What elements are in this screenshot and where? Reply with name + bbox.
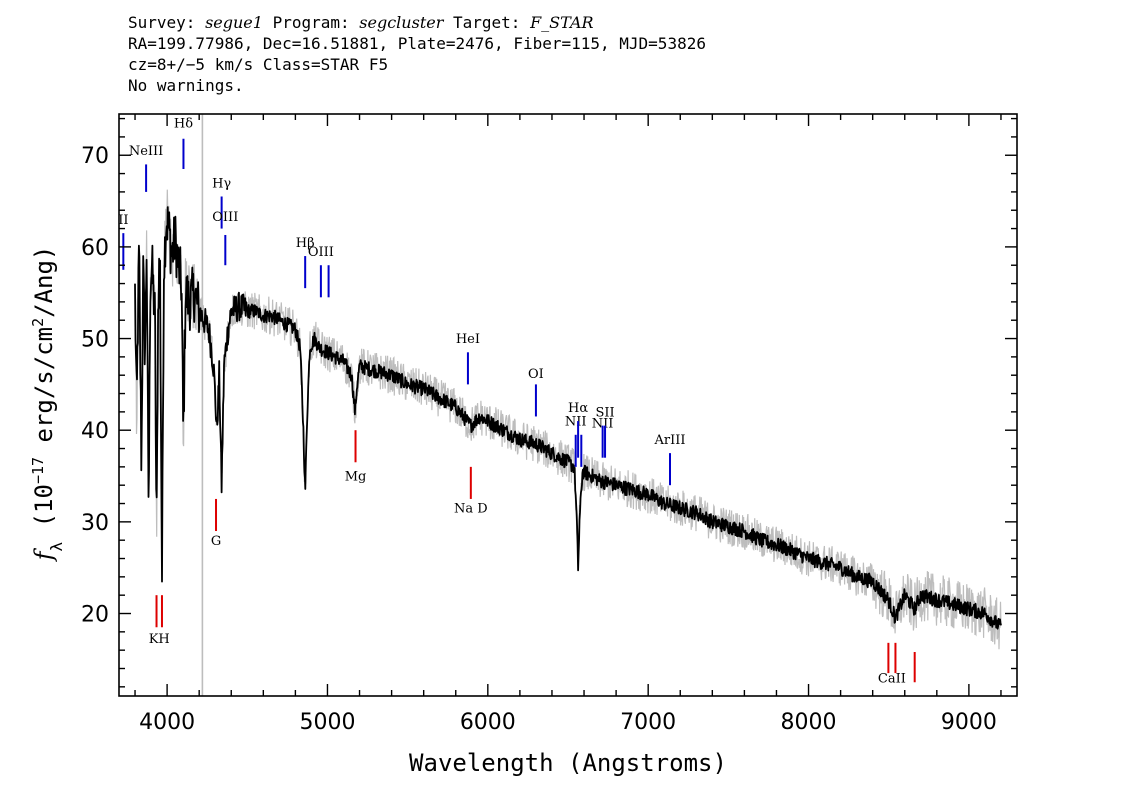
axes: 4000 5000 6000 7000 8000 9000 20 30 40 50 60 70 xyxy=(81,114,1017,735)
absorption-line-Na-D: Na D xyxy=(454,466,488,517)
emission-line-label: Hδ xyxy=(174,117,193,132)
y-tick-label: 20 xyxy=(81,603,109,628)
absorption-line-label: CaII xyxy=(878,671,906,686)
y-tick-label: 30 xyxy=(81,511,109,536)
program-value: segcluster xyxy=(359,13,444,32)
header-line-4: No warnings. xyxy=(128,76,244,95)
emission-line-ArIII: ArIII xyxy=(653,433,685,486)
y-tick-label: 50 xyxy=(81,328,109,353)
emission-line-label: Hα xyxy=(568,401,588,416)
absorption-line-Mg: Mg xyxy=(345,430,367,485)
emission-line-label: ArIII xyxy=(653,433,685,448)
emission-line-label: OI xyxy=(528,367,544,382)
emission-line-OI: OI xyxy=(528,367,544,417)
absorption-line-label: Na D xyxy=(454,502,488,517)
x-tick-label: 5000 xyxy=(299,710,355,735)
absorption-line-CaII: CaII xyxy=(878,642,906,686)
emission-line-HeI: HeI xyxy=(456,332,480,385)
header-line-2: RA=199.77986, Dec=16.51881, Plate=2476, … xyxy=(128,34,706,53)
error-band xyxy=(134,189,1002,650)
absorption-line-label: G xyxy=(211,534,221,549)
emission-line-label: NeIII xyxy=(129,144,163,159)
x-tick-label: 4000 xyxy=(139,710,195,735)
emission-line-Hδ: Hδ xyxy=(174,117,193,169)
target-label: Target: xyxy=(453,13,521,32)
emission-line-label: OIII xyxy=(212,210,238,225)
emission-line-Hγ: Hγ xyxy=(212,176,231,229)
spectrum-line xyxy=(134,206,1002,630)
x-tick-label: 6000 xyxy=(460,710,516,735)
y-tick-label: 60 xyxy=(81,236,109,261)
emission-line-label: II xyxy=(118,213,128,228)
emission-line-SII: SII xyxy=(595,405,615,458)
emission-line-OIII: OIII xyxy=(308,245,334,298)
x-tick-label: 7000 xyxy=(620,710,676,735)
header-line-3: cz=8+/−5 km/s Class=STAR F5 xyxy=(128,55,389,74)
emission-line-label: HeI xyxy=(456,332,480,347)
target-value: F_STAR xyxy=(530,13,594,32)
spectral-line-markers: IINeIIIHδHγOIIIHβOIIIHeIOINIIHαNIISIIArI… xyxy=(118,117,916,686)
emission-line-Hα: Hα xyxy=(568,401,588,458)
survey-label: Survey: xyxy=(128,13,196,32)
survey-value: segue1 xyxy=(205,13,263,32)
emission-line-label: SII xyxy=(595,405,614,420)
x-axis-title: Wavelength (Angstroms) xyxy=(409,749,727,777)
y-axis-title: fλ (10−17 erg/s/cm2/Ang) xyxy=(29,246,66,563)
program-label: Program: xyxy=(272,13,350,32)
emission-line-label: NII xyxy=(592,416,614,431)
emission-line-Hβ: Hβ xyxy=(296,236,315,289)
absorption-line-label: Mg xyxy=(345,470,367,485)
x-tick-label: 9000 xyxy=(941,710,997,735)
emission-line-label: Hβ xyxy=(296,236,315,251)
spectrum-header: Survey: segue1 Program: segcluster Targe… xyxy=(128,12,706,96)
absorption-line-label: KH xyxy=(149,632,170,647)
error-band-line xyxy=(134,189,1002,650)
emission-line-label: OIII xyxy=(308,245,334,260)
emission-line-II: II xyxy=(118,213,128,270)
emission-line-NII: NII xyxy=(565,415,587,467)
y-tick-label: 40 xyxy=(81,419,109,444)
spectrum-series xyxy=(134,206,1002,630)
x-tick-label: 8000 xyxy=(781,710,837,735)
emission-line-NII: NII xyxy=(592,416,614,458)
header-line-1: Survey: segue1 Program: segcluster Targe… xyxy=(128,12,706,33)
emission-line-NeIII: NeIII xyxy=(129,144,163,192)
emission-line-label: NII xyxy=(565,415,587,430)
absorption-line-KH: KH xyxy=(149,595,170,647)
emission-line-OIII: OIII xyxy=(212,210,238,266)
emission-line-label: Hγ xyxy=(212,176,231,191)
plot-frame xyxy=(118,113,1018,697)
absorption-line-G: G xyxy=(211,498,221,549)
y-tick-label: 70 xyxy=(81,144,109,169)
